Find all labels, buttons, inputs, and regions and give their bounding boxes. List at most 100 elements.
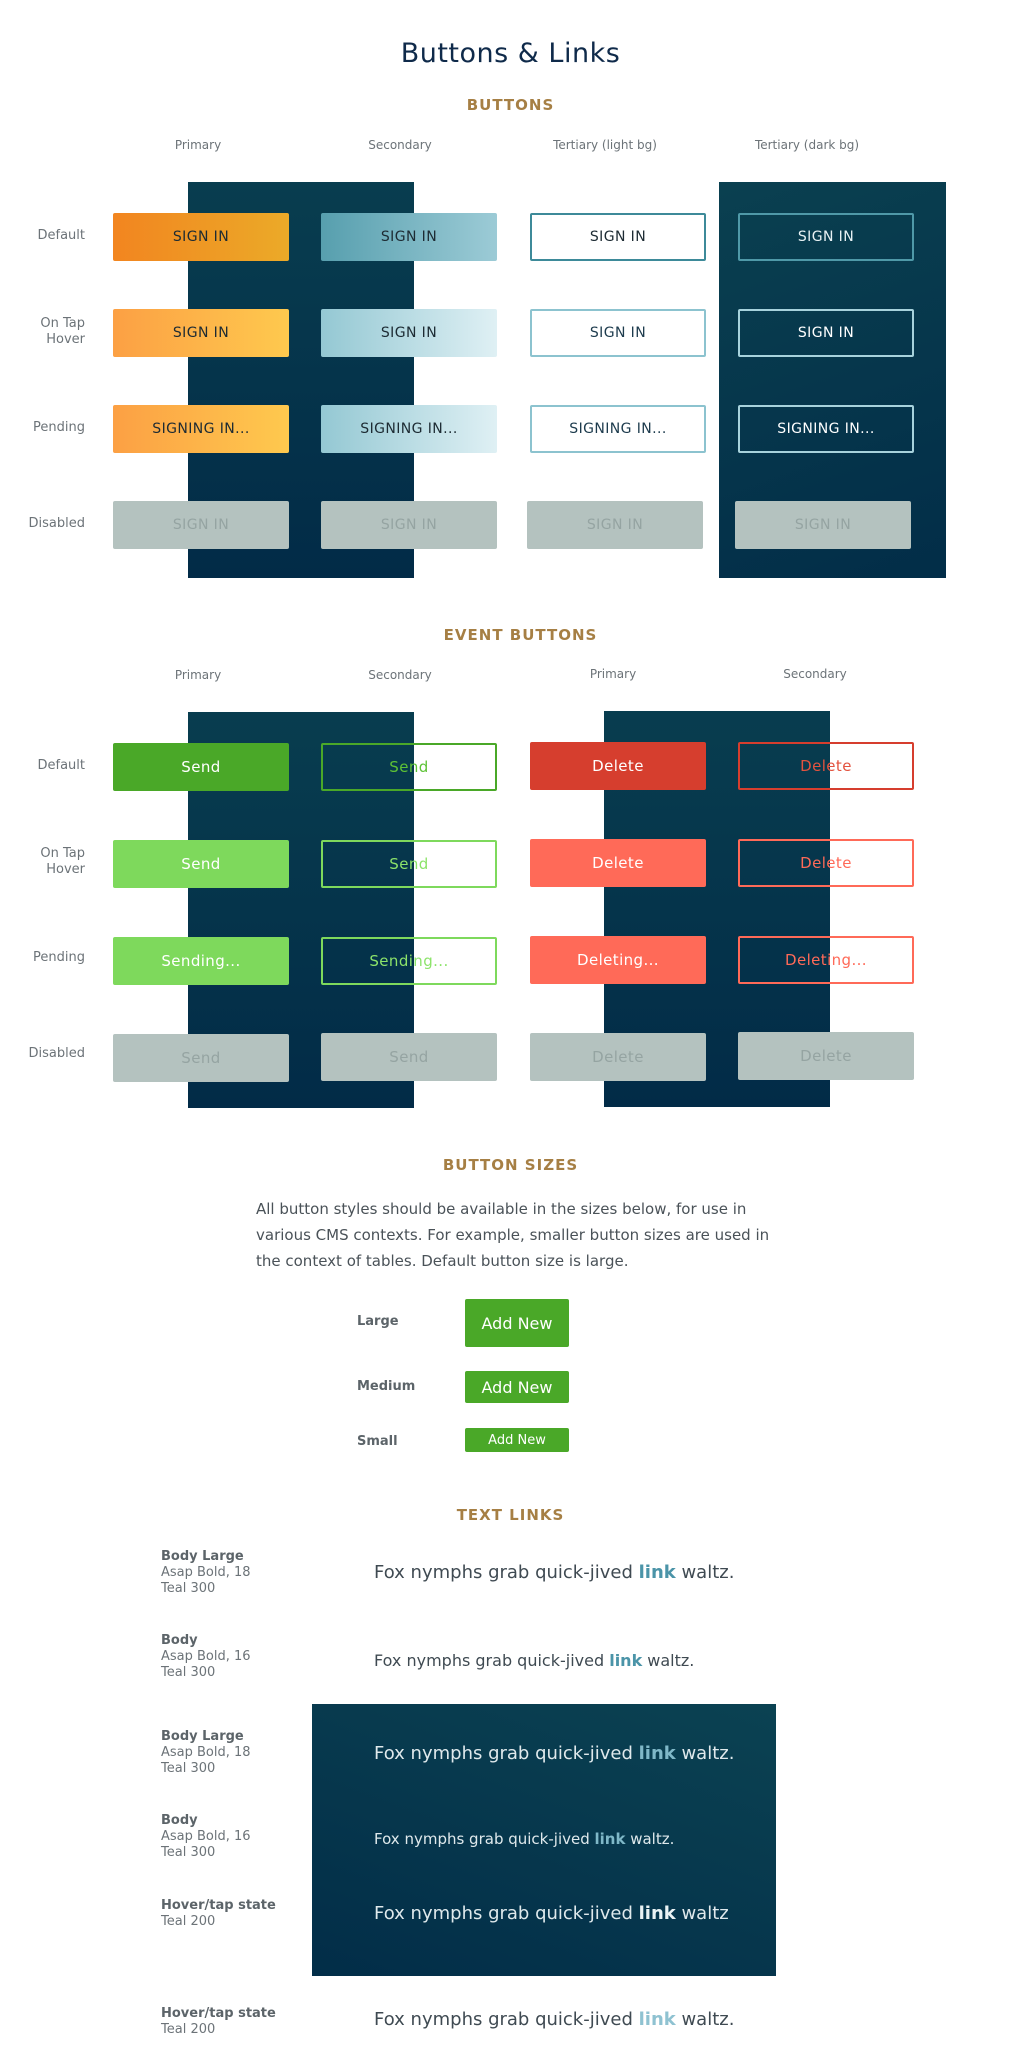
event-row-label-hover: On Tap Hover [40, 846, 85, 877]
delete-outline-button-disabled: Delete [738, 1032, 914, 1080]
sample-text: waltz. [675, 1743, 735, 1764]
col-head-event-primary-1: Primary [174, 668, 222, 682]
col-head-event-secondary-1: Secondary [368, 668, 432, 682]
link-spec-name: Hover/tap state [161, 2006, 276, 2021]
link-sample-body-dark: Fox nymphs grab quick-jived link waltz. [374, 1830, 674, 1848]
link-spec-color: Teal 300 [161, 1665, 216, 1680]
send-outline-button-hover[interactable]: Send [321, 840, 497, 888]
delete-button-hover[interactable]: Delete [530, 839, 706, 887]
secondary-button-hover[interactable]: SIGN IN [321, 309, 497, 357]
link-sample-body: Fox nymphs grab quick-jived link waltz. [374, 1651, 694, 1670]
sample-text: Fox nymphs grab quick-jived [374, 1743, 639, 1764]
send-button-default[interactable]: Send [113, 743, 289, 791]
primary-button-disabled: SIGN IN [113, 501, 289, 549]
text-link-hover[interactable]: link [638, 1903, 676, 1924]
delete-button-disabled: Delete [530, 1033, 706, 1081]
link-spec-body-dark: Body Asap Bold, 16 Teal 300 [161, 1813, 251, 1861]
link-spec-name: Body [161, 1633, 198, 1648]
add-new-button-medium[interactable]: Add New [465, 1371, 569, 1403]
sample-text: waltz. [675, 2009, 735, 2030]
tertiary-dark-button-hover[interactable]: SIGN IN [738, 309, 914, 357]
row-label-default: Default [37, 228, 86, 243]
tertiary-light-button-hover[interactable]: SIGN IN [530, 309, 706, 357]
section-title-text-links: TEXT LINKS [456, 1506, 565, 1524]
send-button-disabled: Send [113, 1034, 289, 1082]
sample-text: waltz. [642, 1651, 695, 1670]
send-outline-button-default[interactable]: Send [321, 743, 497, 791]
secondary-button-pending[interactable]: SIGNING IN... [321, 405, 497, 453]
size-label-small: Small [357, 1434, 398, 1449]
tertiary-dark-button-disabled: SIGN IN [735, 501, 911, 549]
link-spec-color: Teal 300 [161, 1581, 216, 1596]
text-link[interactable]: link [638, 1743, 676, 1764]
section-title-event-buttons: EVENT BUTTONS [443, 626, 598, 644]
page-title: Buttons & Links [400, 38, 621, 69]
link-spec-hover-dark: Hover/tap state Teal 200 [161, 1898, 276, 1930]
tertiary-dark-button-pending[interactable]: SIGNING IN... [738, 405, 914, 453]
tertiary-light-button-pending[interactable]: SIGNING IN... [530, 405, 706, 453]
sample-text: Fox nymphs grab quick-jived [374, 2009, 639, 2030]
section-title-buttons: BUTTONS [466, 96, 555, 114]
link-spec-color: Teal 200 [161, 2022, 216, 2037]
dark-link-panel [312, 1704, 776, 1976]
send-outline-button-disabled: Send [321, 1033, 497, 1081]
link-sample-hover-dark: Fox nymphs grab quick-jived link waltz [374, 1903, 729, 1924]
delete-outline-button-pending[interactable]: Deleting... [738, 936, 914, 984]
link-sample-hover-light: Fox nymphs grab quick-jived link waltz. [374, 2009, 734, 2030]
col-head-event-primary-2: Primary [589, 667, 637, 681]
row-label-pending: Pending [33, 420, 85, 435]
size-label-large: Large [357, 1314, 399, 1329]
tertiary-light-button-default[interactable]: SIGN IN [530, 213, 706, 261]
tertiary-light-button-disabled: SIGN IN [527, 501, 703, 549]
section-title-button-sizes: BUTTON SIZES [442, 1156, 579, 1174]
row-label-hover: On Tap Hover [40, 316, 85, 347]
primary-button-hover[interactable]: SIGN IN [113, 309, 289, 357]
link-spec-name: Body Large [161, 1729, 244, 1744]
sample-text: Fox nymphs grab quick-jived [374, 1903, 639, 1924]
sample-text: Fox nymphs grab quick-jived [374, 1651, 610, 1670]
link-spec-name: Body Large [161, 1549, 244, 1564]
link-sample-body-large-dark: Fox nymphs grab quick-jived link waltz. [374, 1743, 734, 1764]
link-sample-body-large: Fox nymphs grab quick-jived link waltz. [374, 1562, 734, 1583]
text-link[interactable]: link [638, 1562, 676, 1583]
link-spec-name: Body [161, 1813, 198, 1828]
add-new-button-small[interactable]: Add New [465, 1428, 569, 1452]
link-spec-hover-light: Hover/tap state Teal 200 [161, 2006, 276, 2038]
primary-button-default[interactable]: SIGN IN [113, 213, 289, 261]
send-button-hover[interactable]: Send [113, 840, 289, 888]
delete-button-default[interactable]: Delete [530, 742, 706, 790]
link-spec-color: Teal 300 [161, 1845, 216, 1860]
link-spec-color: Teal 300 [161, 1761, 216, 1776]
primary-button-pending[interactable]: SIGNING IN... [113, 405, 289, 453]
sample-text: waltz [675, 1903, 729, 1924]
row-label-disabled: Disabled [28, 516, 85, 531]
sample-text: Fox nymphs grab quick-jived [374, 1562, 639, 1583]
link-spec-font: Asap Bold, 16 [161, 1649, 251, 1664]
link-spec-body-large-dark: Body Large Asap Bold, 18 Teal 300 [161, 1729, 251, 1777]
text-link[interactable]: link [609, 1651, 643, 1670]
link-spec-body-large: Body Large Asap Bold, 18 Teal 300 [161, 1549, 251, 1597]
sample-text: Fox nymphs grab quick-jived [374, 1830, 595, 1848]
secondary-button-disabled: SIGN IN [321, 501, 497, 549]
link-spec-name: Hover/tap state [161, 1898, 276, 1913]
send-button-pending[interactable]: Sending... [113, 937, 289, 985]
event-row-label-disabled: Disabled [28, 1046, 85, 1061]
text-link[interactable]: link [594, 1830, 626, 1848]
send-outline-button-pending[interactable]: Sending... [321, 937, 497, 985]
size-label-medium: Medium [357, 1379, 416, 1394]
col-head-primary: Primary [174, 138, 222, 152]
tertiary-dark-button-default[interactable]: SIGN IN [738, 213, 914, 261]
delete-outline-button-default[interactable]: Delete [738, 742, 914, 790]
event-row-label-default: Default [37, 758, 86, 773]
col-head-tertiary-light: Tertiary (light bg) [553, 138, 657, 152]
delete-outline-button-hover[interactable]: Delete [738, 839, 914, 887]
delete-button-pending[interactable]: Deleting... [530, 936, 706, 984]
link-spec-body: Body Asap Bold, 16 Teal 300 [161, 1633, 251, 1681]
col-head-secondary: Secondary [368, 138, 432, 152]
sample-text: waltz. [675, 1562, 735, 1583]
add-new-button-large[interactable]: Add New [465, 1299, 569, 1347]
link-spec-font: Asap Bold, 18 [161, 1745, 251, 1760]
secondary-button-default[interactable]: SIGN IN [321, 213, 497, 261]
link-spec-font: Asap Bold, 16 [161, 1829, 251, 1844]
text-link-hover[interactable]: link [638, 2009, 676, 2030]
